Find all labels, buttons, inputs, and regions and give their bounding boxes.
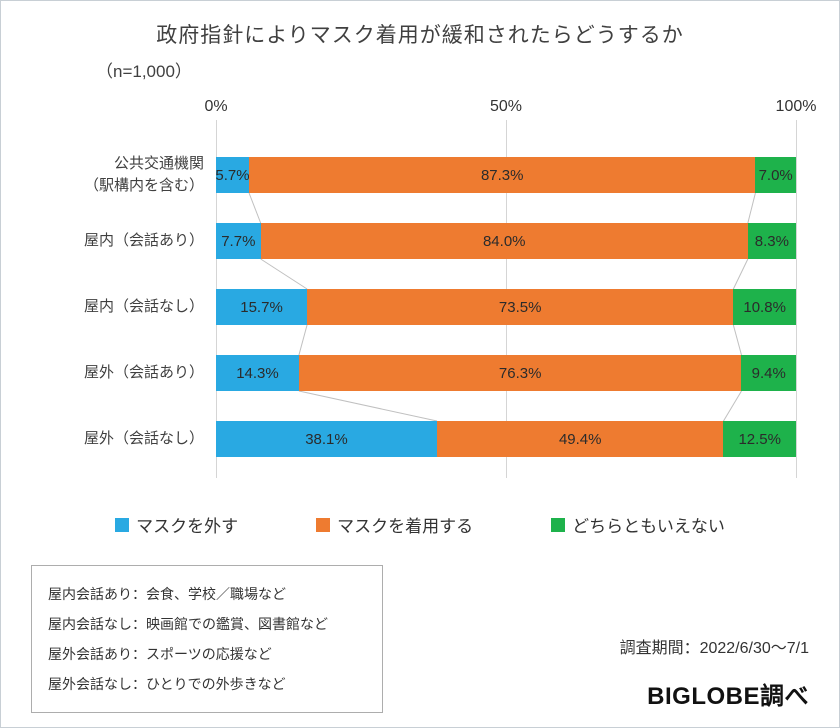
legend-label: どちらともいえない <box>572 517 725 536</box>
bar-segment: 9.4% <box>741 355 796 391</box>
footer-right: 調査期間：2022/6/30～7/1 BIGLOBE調べ <box>620 634 809 713</box>
bar-segment: 5.7% <box>215 157 250 193</box>
stacked-bar: 14.3% 76.3% 9.4% <box>216 355 796 391</box>
bar-value-label: 9.4% <box>751 364 786 382</box>
axis-tick: 0% <box>204 98 228 115</box>
bar-segment: 38.1% <box>216 421 437 457</box>
stacked-bar: 38.1% 49.4% 12.5% <box>216 421 796 457</box>
bar-segment: 12.5% <box>723 421 796 457</box>
bar-value-label: 73.5% <box>498 298 542 316</box>
legend-item: マスクを着用する <box>316 512 473 537</box>
bar-value-label: 38.1% <box>305 430 348 448</box>
chart-subtitle: （n=1,000） <box>96 62 192 81</box>
bar-value-label: 87.3% <box>480 166 524 184</box>
category-label: 屋内（会話なし） <box>83 298 204 316</box>
notes-box: 屋内会話あり：会食、学校／職場など屋内会話なし：映画館での鑑賞、図書館など 屋外会… <box>31 565 383 714</box>
bar-value-label: 76.3% <box>498 364 542 382</box>
legend-swatch-icon <box>115 517 130 532</box>
bar-segment: 10.8% <box>733 289 796 325</box>
bar-segment: 7.0% <box>755 157 796 193</box>
note-line: 屋内会話あり：会食、学校／職場など <box>48 586 286 602</box>
bar-segment: 15.7% <box>216 289 308 325</box>
gridline <box>796 120 797 478</box>
series-connector-lines <box>216 142 796 472</box>
plot-area: 5.7% 87.3% 7.0% 7.7% 84.0% 8.3% 15.7% 73.5% 10.8… <box>215 120 797 478</box>
note-line: 屋内会話なし：映画館での鑑賞、図書館など <box>48 616 328 633</box>
category-label: 屋内（会話あり） <box>83 232 204 250</box>
stacked-bar: 7.7% 84.0% 8.3% <box>216 223 796 259</box>
stacked-bar: 15.7% 73.5% 10.8% <box>216 289 796 325</box>
bar-value-label: 49.4% <box>558 430 602 448</box>
note-line: 屋外会話あり：スポーツの応援など <box>48 646 272 663</box>
chart-title: 政府指針によりマスク着用が緩和されたらどうするか <box>156 24 684 47</box>
category-labels: 公共交通機関 （駅構内を含む） 屋内（会話あり） 屋内（会話なし） 屋外（会話あり） 屋… <box>31 142 216 472</box>
stacked-bar: 5.7% 87.3% 7.0% <box>215 157 796 193</box>
legend-swatch-icon <box>316 517 331 532</box>
legend-item: マスクを外す <box>115 512 238 537</box>
bar-row: 38.1% 49.4% 12.5% <box>216 406 796 472</box>
bar-segment: 8.3% <box>747 223 796 259</box>
bar-row: 14.3% 76.3% 9.4% <box>216 340 796 406</box>
bar-value-label: 7.7% <box>221 232 256 250</box>
bar-value-label: 12.5% <box>738 430 781 448</box>
bar-segment: 73.5% <box>307 289 734 325</box>
bar-value-label: 14.3% <box>236 364 279 382</box>
bar-segment: 84.0% <box>260 223 748 259</box>
bars-container: 5.7% 87.3% 7.0% 7.7% 84.0% 8.3% 15.7% 73.5% 10.8… <box>215 142 796 472</box>
bar-value-label: 7.0% <box>758 166 793 184</box>
bar-value-label: 84.0% <box>482 232 526 250</box>
bar-row: 5.7% 87.3% 7.0% <box>215 142 796 208</box>
bar-value-label: 8.3% <box>754 232 789 250</box>
legend-label: マスクを着用する <box>337 517 474 536</box>
bar-value-label: 5.7% <box>215 166 250 184</box>
survey-period: 調査期間：2022/6/30～7/1 <box>619 640 809 658</box>
note-line: 屋外会話なし：ひとりでの外歩きなど <box>48 676 286 693</box>
source-credit: BIGLOBE調べ <box>647 683 809 711</box>
bar-segment: 14.3% <box>216 355 299 391</box>
category-label: 公共交通機関 （駅構内を含む） <box>83 155 204 194</box>
footer-row: 屋内会話あり：会食、学校／職場など屋内会話なし：映画館での鑑賞、図書館など 屋外会… <box>1 565 839 714</box>
plot-wrap: 公共交通機関 （駅構内を含む） 屋内（会話あり） 屋内（会話なし） 屋外（会話あり） 屋… <box>31 120 797 478</box>
bar-row: 15.7% 73.5% 10.8% <box>216 274 796 340</box>
bar-segment: 7.7% <box>216 223 261 259</box>
chart-area: 0% 50% 100% 公共交通機関 （駅構内を含む） 屋内（会話あり） 屋内（会話… <box>1 98 839 478</box>
x-axis: 0% 50% 100% <box>204 98 816 118</box>
bar-row: 7.7% 84.0% 8.3% <box>216 208 796 274</box>
legend: マスクを外す マスクを着用する どちらともいえない <box>1 512 839 537</box>
axis-tick: 50% <box>489 98 523 115</box>
bar-value-label: 15.7% <box>240 298 283 316</box>
legend-swatch-icon <box>551 517 566 532</box>
bar-segment: 87.3% <box>249 157 756 193</box>
bar-segment: 76.3% <box>298 355 742 391</box>
legend-item: どちらともいえない <box>551 512 725 537</box>
bar-value-label: 10.8% <box>743 298 786 316</box>
category-label: 屋外（会話なし） <box>83 430 204 448</box>
axis-tick: 100% <box>775 98 817 115</box>
bar-segment: 49.4% <box>436 421 724 457</box>
legend-label: マスクを外す <box>136 517 239 536</box>
category-label: 屋外（会話あり） <box>83 364 204 382</box>
